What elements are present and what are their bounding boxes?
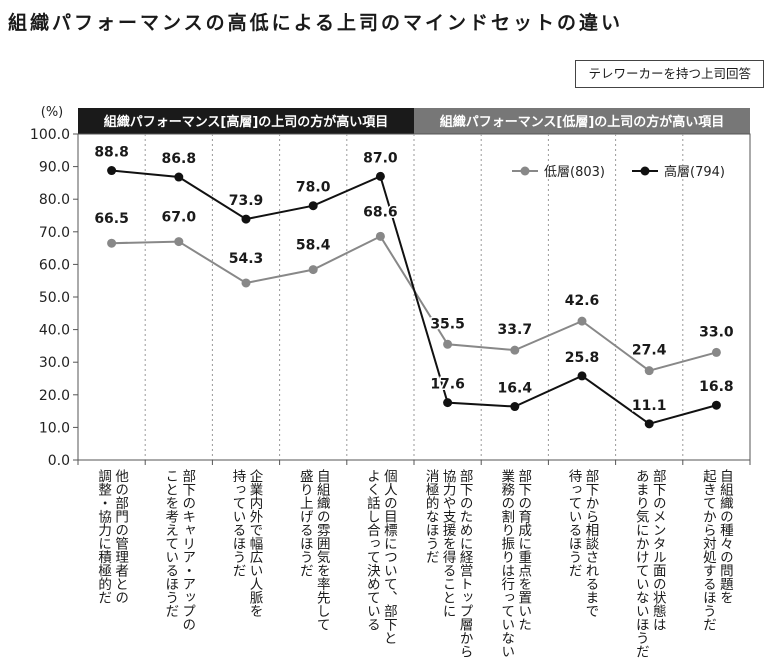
- point-s0-1: [174, 237, 184, 247]
- point-s1-0: [107, 166, 117, 176]
- y-tick-label-5: 50.0: [39, 290, 70, 306]
- point-s0-5: [443, 339, 453, 349]
- y-tick-label-3: 30.0: [39, 355, 70, 371]
- point-s1-4: [375, 171, 385, 181]
- point-s0-0: [107, 238, 117, 248]
- data-label-s0-6: 33.7: [498, 322, 533, 338]
- data-label-s0-4: 68.6: [363, 204, 398, 220]
- point-s0-7: [577, 316, 587, 326]
- y-tick-label-6: 60.0: [39, 257, 70, 273]
- point-s0-8: [644, 366, 654, 376]
- point-s1-2: [241, 214, 251, 224]
- data-label-s0-3: 58.4: [296, 238, 331, 254]
- legend-marker-1: [640, 166, 650, 176]
- data-label-s0-9: 33.0: [699, 324, 734, 340]
- point-s0-3: [308, 265, 318, 275]
- data-label-s0-8: 27.4: [632, 343, 667, 359]
- point-s1-6: [510, 402, 520, 412]
- point-s1-9: [711, 400, 721, 410]
- y-tick-label-9: 90.0: [39, 160, 70, 176]
- source-note: テレワーカーを持つ上司回答: [575, 60, 764, 88]
- category-line-8-0: 部下のメンタル面の状態は: [650, 469, 667, 632]
- category-line-7-0: 部下から相談されるまで: [583, 469, 600, 618]
- data-label-s1-3: 78.0: [296, 180, 331, 196]
- category-line-6-1: 業務の割り振りは行っていない: [498, 469, 515, 658]
- point-s1-8: [644, 419, 654, 429]
- category-line-7-1: 待っているほうだ: [566, 469, 583, 578]
- chart-title: 組織パフォーマンスの高低による上司のマインドセットの違い: [8, 12, 624, 34]
- point-s0-9: [711, 347, 721, 357]
- category-line-5-1: 協力や支援を得ることに: [440, 469, 457, 618]
- data-label-s1-5: 17.6: [430, 377, 465, 393]
- data-label-s0-1: 67.0: [162, 210, 197, 226]
- data-label-s0-7: 42.6: [565, 293, 600, 309]
- band-label-0: 組織パフォーマンス[高層]の上司の方が高い項目: [104, 114, 389, 130]
- legend-marker-0: [520, 166, 530, 176]
- point-s1-7: [577, 371, 587, 381]
- point-s0-2: [241, 278, 251, 288]
- point-s0-4: [375, 231, 385, 241]
- data-label-s1-1: 86.8: [162, 151, 197, 167]
- y-tick-label-2: 20.0: [39, 388, 70, 404]
- category-line-9-1: 起きてから対処するほうだ: [700, 469, 717, 632]
- category-line-1-1: ことを考えているほうだ: [162, 469, 179, 618]
- data-label-s1-4: 87.0: [363, 150, 398, 166]
- y-tick-label-4: 40.0: [39, 323, 70, 339]
- series-line-1: [111, 169, 717, 425]
- band-0: [78, 108, 414, 134]
- category-line-0-0: 他の部門の管理者との: [112, 469, 129, 605]
- data-label-s0-2: 54.3: [229, 251, 264, 267]
- category-line-0-1: 調整・協力に積極的だ: [95, 469, 112, 605]
- point-s0-6: [510, 345, 520, 355]
- legend-label-0: 低層(803): [544, 165, 605, 180]
- point-s1-3: [308, 201, 318, 211]
- data-label-s1-9: 16.8: [699, 379, 734, 395]
- category-line-3-0: 自組織の雰囲気を率先して: [314, 469, 331, 631]
- y-axis-unit: (%): [41, 105, 64, 120]
- data-label-s1-0: 88.8: [94, 145, 129, 161]
- data-label-s1-2: 73.9: [229, 193, 264, 209]
- data-label-s0-0: 66.5: [94, 211, 129, 227]
- y-tick-label-1: 10.0: [39, 420, 70, 436]
- category-line-9-0: 自組織の種々の問題を: [717, 469, 734, 604]
- y-tick-label-8: 80.0: [39, 192, 70, 208]
- band-label-1: 組織パフォーマンス[低層]の上司の方が高い項目: [440, 114, 725, 130]
- y-tick-label-7: 70.0: [39, 225, 70, 241]
- category-line-6-0: 部下の育成に重点を置いた: [515, 469, 532, 632]
- point-s1-1: [174, 172, 184, 182]
- category-line-5-2: 消極的なほうだ: [423, 469, 440, 564]
- category-line-1-0: 部下のキャリア・アップの: [179, 469, 196, 632]
- y-tick-label-10: 100.0: [30, 127, 70, 143]
- legend-label-1: 高層(794): [664, 164, 725, 180]
- category-line-4-1: よく話し合って決めている: [364, 469, 381, 631]
- category-line-2-0: 企業内外で幅広い人脈を: [247, 468, 264, 618]
- data-label-s0-5: 35.5: [430, 316, 465, 332]
- point-s1-5: [443, 398, 453, 408]
- category-line-8-1: あまり気にかけていないほうだ: [633, 469, 650, 659]
- band-1: [414, 108, 750, 134]
- category-line-3-1: 盛り上げるほうだ: [297, 469, 314, 578]
- category-line-2-1: 持っているほうだ: [230, 469, 247, 578]
- y-tick-label-0: 0.0: [48, 453, 70, 469]
- category-line-4-0: 個人の目標について、部下と: [381, 469, 398, 645]
- data-label-s1-6: 16.4: [498, 381, 533, 397]
- category-line-5-0: 部下のために経営トップ層から: [457, 469, 474, 659]
- data-label-s1-7: 25.8: [565, 350, 600, 366]
- data-label-s1-8: 11.1: [632, 398, 667, 414]
